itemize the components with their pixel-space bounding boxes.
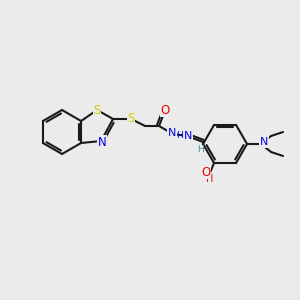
Text: O: O: [201, 166, 211, 178]
Text: N: N: [260, 137, 268, 147]
Text: N: N: [98, 136, 106, 148]
Text: H: H: [206, 174, 214, 184]
Text: S: S: [93, 103, 101, 116]
Text: H: H: [197, 145, 203, 154]
Text: O: O: [160, 103, 170, 116]
Text: S: S: [128, 112, 135, 125]
Text: N: N: [184, 131, 192, 141]
Text: N: N: [168, 128, 176, 138]
Text: H: H: [176, 131, 183, 140]
